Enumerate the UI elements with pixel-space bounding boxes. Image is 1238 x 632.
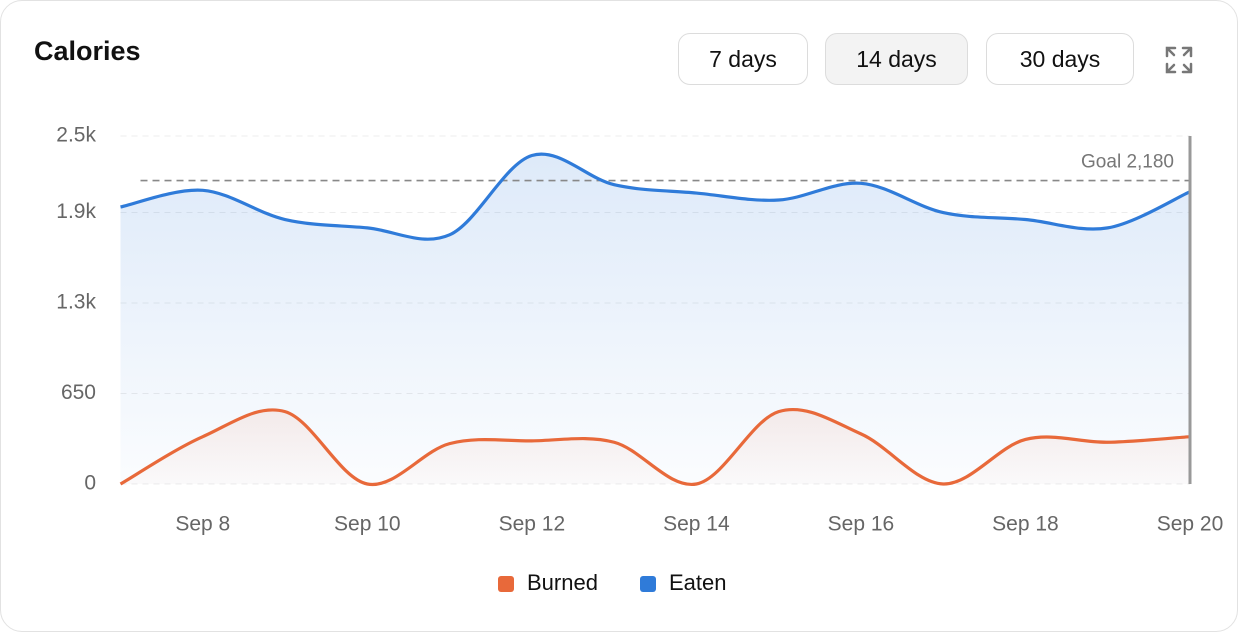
range-button[interactable]: 30 days xyxy=(986,33,1134,85)
x-tick-label: Sep 18 xyxy=(992,513,1059,536)
range-button[interactable]: 14 days xyxy=(825,33,968,85)
legend-swatch xyxy=(640,576,656,592)
y-tick-label: 650 xyxy=(61,381,96,404)
legend-swatch xyxy=(498,576,514,592)
goal-label: Goal 2,180 xyxy=(1081,152,1174,173)
chart-title: Calories xyxy=(34,36,141,66)
legend-label: Eaten xyxy=(669,570,727,595)
legend-label: Burned xyxy=(527,570,598,595)
y-tick-label: 1.9k xyxy=(56,200,96,223)
line xyxy=(120,152,1191,241)
x-tick-label: Sep 14 xyxy=(663,513,730,536)
x-tick-label: Sep 16 xyxy=(828,513,895,536)
x-tick-label: Sep 12 xyxy=(499,513,566,536)
y-tick-label: 2.5k xyxy=(56,124,96,147)
x-tick-label: Sep 20 xyxy=(1157,513,1224,536)
y-tick-label: 0 xyxy=(84,472,96,495)
x-tick-label: Sep 10 xyxy=(334,513,401,536)
area xyxy=(120,154,1190,484)
range-button[interactable]: 7 days xyxy=(678,33,808,85)
line xyxy=(119,407,1191,487)
y-tick-label: 1.3k xyxy=(56,291,96,314)
x-tick-label: Sep 8 xyxy=(175,513,230,536)
expand-icon[interactable] xyxy=(1165,46,1193,74)
